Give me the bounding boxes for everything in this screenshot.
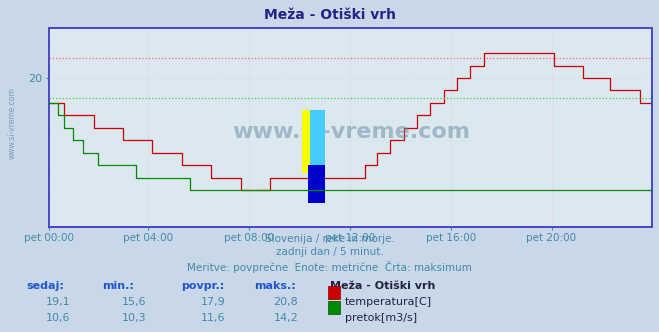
- Text: 14,2: 14,2: [273, 313, 299, 323]
- Text: 11,6: 11,6: [201, 313, 225, 323]
- Text: Meža - Otiški vrh: Meža - Otiški vrh: [264, 8, 395, 22]
- Text: Meža - Otiški vrh: Meža - Otiški vrh: [330, 281, 435, 290]
- Text: 15,6: 15,6: [122, 297, 146, 307]
- Text: 10,3: 10,3: [122, 313, 146, 323]
- Text: pretok[m3/s]: pretok[m3/s]: [345, 313, 416, 323]
- Text: www.si-vreme.com: www.si-vreme.com: [232, 122, 470, 142]
- Text: zadnji dan / 5 minut.: zadnji dan / 5 minut.: [275, 247, 384, 257]
- Bar: [302, 110, 316, 173]
- Text: 17,9: 17,9: [201, 297, 226, 307]
- Text: 10,6: 10,6: [46, 313, 71, 323]
- Text: Slovenija / reke in morje.: Slovenija / reke in morje.: [264, 234, 395, 244]
- Text: sedaj:: sedaj:: [26, 281, 64, 290]
- Text: www.si-vreme.com: www.si-vreme.com: [8, 87, 17, 159]
- Text: temperatura[C]: temperatura[C]: [345, 297, 432, 307]
- Text: Meritve: povprečne  Enote: metrične  Črta: maksimum: Meritve: povprečne Enote: metrične Črta:…: [187, 261, 472, 273]
- Text: maks.:: maks.:: [254, 281, 295, 290]
- Text: povpr.:: povpr.:: [181, 281, 225, 290]
- Bar: [308, 165, 325, 203]
- Bar: [310, 110, 325, 165]
- Text: 20,8: 20,8: [273, 297, 299, 307]
- Text: min.:: min.:: [102, 281, 134, 290]
- Text: 19,1: 19,1: [46, 297, 71, 307]
